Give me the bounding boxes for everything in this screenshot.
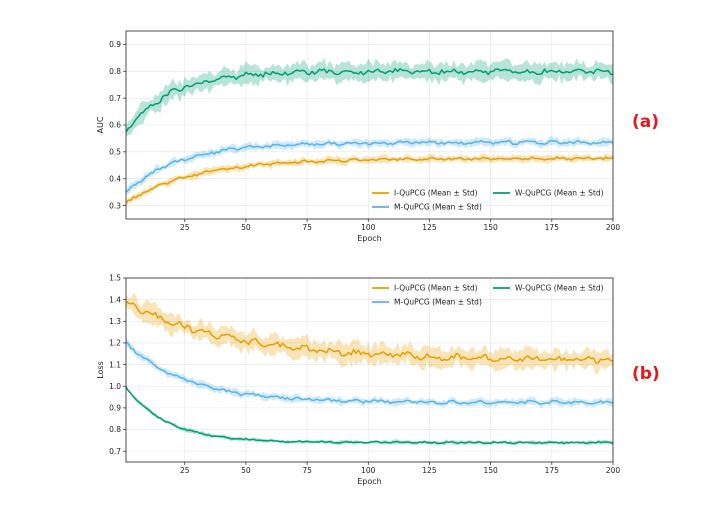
y-tick-label: 0.9 xyxy=(109,40,121,49)
y-tick-label: 1.5 xyxy=(109,274,121,283)
y-tick-label: 0.8 xyxy=(109,67,121,76)
x-tick-label: 75 xyxy=(302,223,312,232)
legend: I-QuPCG (Mean ± Std) M-QuPCG (Mean ± Std)… xyxy=(372,189,604,212)
x-tick-label: 100 xyxy=(361,466,376,475)
i-qupcg-legend-label: I-QuPCG (Mean ± Std) xyxy=(394,189,478,198)
y-axis-label: Loss xyxy=(96,361,105,379)
x-tick-label: 150 xyxy=(483,466,498,475)
plot-area xyxy=(126,292,613,446)
m-qupcg-std-band xyxy=(126,337,613,408)
m-qupcg-legend-label: M-QuPCG (Mean ± Std) xyxy=(394,298,482,307)
y-tick-label: 0.8 xyxy=(109,425,121,434)
x-tick-label: 150 xyxy=(483,223,498,232)
w-qupcg-mean-line xyxy=(126,67,613,133)
gridlines xyxy=(126,277,614,462)
y-tick-label: 0.6 xyxy=(109,121,121,130)
panel-b-loss-chart: 25 50 75 100 125 150 175 200 0.7 0.8 0.9 1.0 1.1 1.2 1… xyxy=(96,274,660,486)
y-tick-label: 0.7 xyxy=(109,94,121,103)
y-tick-label: 1.4 xyxy=(109,295,121,304)
y-tick-label: 1.3 xyxy=(109,317,121,326)
x-tick-label: 125 xyxy=(422,466,437,475)
w-qupcg-legend-label: W-QuPCG (Mean ± Std) xyxy=(515,284,604,293)
x-axis-label: Epoch xyxy=(357,477,382,486)
i-qupcg-legend-label: I-QuPCG (Mean ± Std) xyxy=(394,284,478,293)
m-qupcg-legend-label: M-QuPCG (Mean ± Std) xyxy=(394,203,482,212)
ticks: 25 50 75 100 125 150 175 200 0.7 0.8 0.9 1.0 1.1 1.2 1… xyxy=(109,274,620,475)
x-tick-label: 175 xyxy=(545,223,560,232)
w-qupcg-mean-line xyxy=(126,386,613,445)
w-qupcg-std-band xyxy=(126,57,613,137)
plot-area xyxy=(126,57,613,207)
i-qupcg-mean-line xyxy=(126,300,613,364)
y-tick-label: 1.1 xyxy=(109,360,121,369)
x-tick-label: 175 xyxy=(545,466,560,475)
m-qupcg-mean-line xyxy=(126,341,613,405)
ticks: 25 50 75 100 125 150 175 200 0.3 0.4 0.5 0.6 0.7 0.8 0… xyxy=(109,40,620,232)
x-tick-label: 200 xyxy=(606,466,621,475)
y-tick-label: 0.5 xyxy=(109,148,121,157)
i-qupcg-std-band xyxy=(126,292,613,375)
panel-tag: (a) xyxy=(632,112,659,132)
i-qupcg-mean-line xyxy=(126,156,613,204)
m-qupcg-std-band xyxy=(126,135,613,195)
x-tick-label: 25 xyxy=(180,223,190,232)
x-axis-label: Epoch xyxy=(357,234,382,243)
panel-a-auc-chart: 25 50 75 100 125 150 175 200 0.3 0.4 0.5 0.6 0.7 0.8 0… xyxy=(96,30,659,243)
y-tick-label: 0.4 xyxy=(109,174,121,183)
x-tick-label: 25 xyxy=(180,466,190,475)
x-tick-label: 200 xyxy=(606,223,621,232)
axes-frame xyxy=(125,277,614,463)
y-tick-label: 1.2 xyxy=(109,339,121,348)
w-qupcg-std-band xyxy=(126,384,613,446)
y-tick-label: 1.0 xyxy=(109,382,121,391)
x-tick-label: 50 xyxy=(241,466,251,475)
panel-tag: (b) xyxy=(632,364,660,384)
y-axis-label: AUC xyxy=(96,116,105,133)
legend: I-QuPCG (Mean ± Std) M-QuPCG (Mean ± Std)… xyxy=(372,284,604,307)
y-tick-label: 0.7 xyxy=(109,447,121,456)
x-tick-label: 50 xyxy=(241,223,251,232)
y-tick-label: 0.3 xyxy=(109,201,121,210)
x-tick-label: 75 xyxy=(302,466,312,475)
x-tick-label: 125 xyxy=(422,223,437,232)
m-qupcg-mean-line xyxy=(126,139,613,193)
y-tick-label: 0.9 xyxy=(109,404,121,413)
w-qupcg-legend-label: W-QuPCG (Mean ± Std) xyxy=(515,189,604,198)
x-tick-label: 100 xyxy=(361,223,376,232)
